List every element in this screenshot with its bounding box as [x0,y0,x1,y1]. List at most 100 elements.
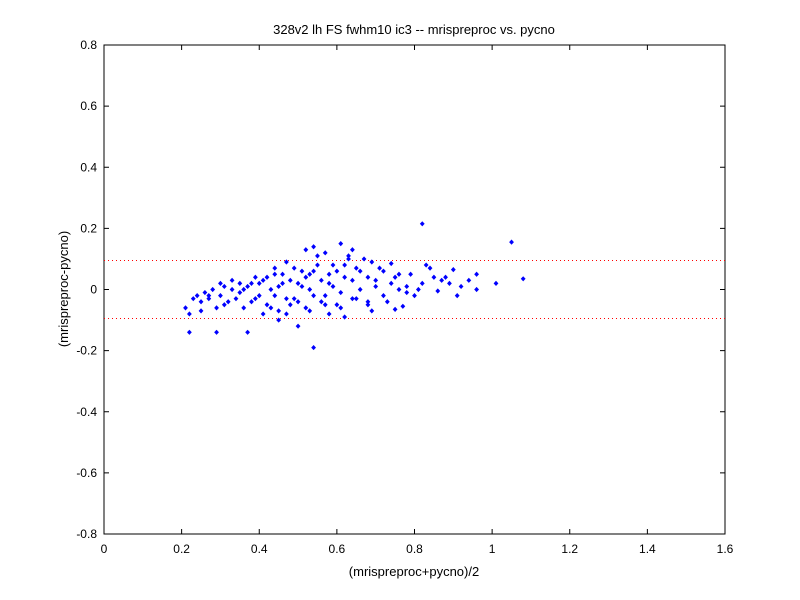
data-point [291,296,297,302]
data-point [186,329,192,335]
data-point [404,283,410,290]
data-point [342,274,348,280]
data-point [276,308,282,314]
data-point [229,286,235,293]
data-point [361,256,367,262]
data-point [326,311,332,317]
data-point [202,289,208,296]
chart-title: 328v2 lh FS fwhm10 ic3 -- mrispreproc vs… [273,22,555,37]
data-point [427,265,433,271]
data-point [318,299,324,305]
data-point [249,299,254,305]
data-point [218,280,223,286]
data-point [264,274,270,280]
data-point [241,286,247,293]
data-point [342,262,348,268]
data-point [400,303,406,309]
data-point [350,247,355,253]
data-point [458,283,464,290]
data-point [295,323,301,329]
data-point [276,283,282,290]
data-point [493,280,499,286]
y-tick-label: 0.4 [80,160,97,174]
data-point [260,311,266,317]
data-point [221,283,227,290]
data-point [221,302,227,308]
data-point [198,308,204,314]
data-point [346,256,351,262]
x-axis-label: (mrispreproc+pycno)/2 [349,564,479,579]
y-tick-label: 0.2 [80,221,97,235]
y-tick-label: -0.8 [76,527,97,541]
data-point [284,296,289,302]
data-point [353,296,359,302]
data-point [268,286,274,293]
data-point [350,296,355,302]
plot-frame [103,44,726,535]
data-point [365,299,371,305]
data-point [256,280,262,286]
data-point [450,267,456,273]
data-point [365,274,371,280]
data-point [311,344,316,351]
data-point [322,293,328,299]
data-point [392,306,398,312]
data-point [307,286,313,293]
data-point [252,296,258,302]
data-point [256,293,262,299]
data-point [342,314,348,320]
data-point [318,277,324,283]
data-point [245,329,251,335]
data-point [338,241,344,247]
data-point [396,286,402,293]
data-point [435,288,441,294]
y-axis-ticks: -0.8 -0.6 -0.4 -0.2 0 0.2 0.4 0.6 0.8 [76,38,725,541]
data-point [252,274,258,280]
x-tick-label: 0.6 [329,542,346,556]
data-point [210,286,216,293]
data-point [237,280,243,286]
data-point [357,268,363,274]
data-point [381,293,386,299]
data-point [295,299,301,305]
data-point [264,302,270,308]
data-point [326,271,332,277]
data-point [229,277,235,283]
data-point [276,317,282,323]
data-point [419,280,425,286]
data-point [303,247,309,253]
data-point [423,262,429,268]
data-point [388,260,394,267]
data-point [299,268,305,274]
x-tick-label: 1.4 [639,542,656,556]
data-point [315,262,320,268]
data-point [245,283,251,290]
data-point [334,302,340,308]
x-tick-label: 1.6 [717,542,734,556]
data-point [392,274,398,280]
data-point [284,259,289,265]
data-point [291,265,297,271]
data-point [280,280,285,286]
data-point [280,271,285,277]
data-point [303,305,309,311]
data-point [474,271,479,277]
data-point [373,283,379,290]
data-point [206,296,212,302]
data-point [404,289,410,296]
y-tick-label: 0 [90,283,97,297]
data-point [186,311,192,317]
data-point [408,271,414,277]
x-tick-label: 0.8 [406,542,423,556]
data-point [322,250,328,256]
data-point [412,293,417,299]
data-point [233,296,239,302]
x-tick-label: 0.2 [173,542,190,556]
data-point [466,277,472,283]
data-point [373,277,379,283]
data-point [260,277,266,283]
data-point [415,286,421,293]
data-point [447,280,452,286]
x-tick-label: 1 [489,542,496,556]
